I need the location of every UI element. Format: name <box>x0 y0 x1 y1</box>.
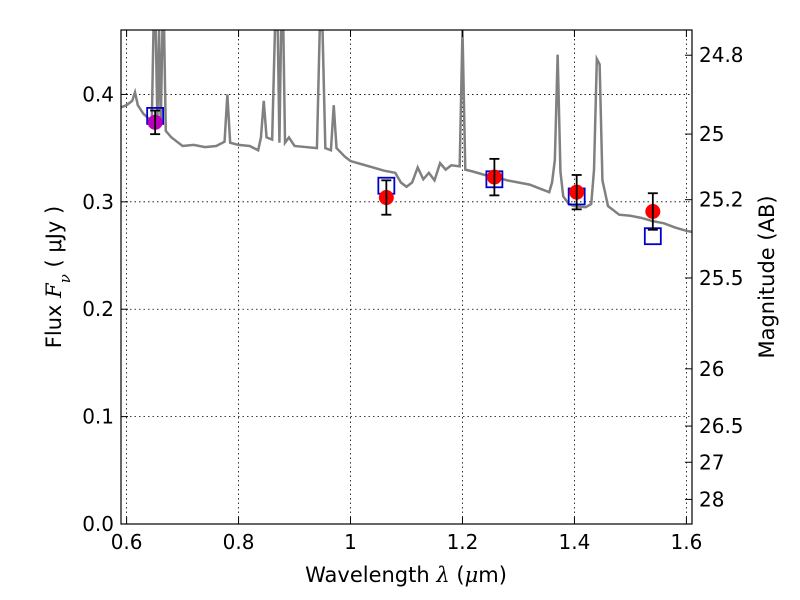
x-tick-label: 0.8 <box>223 530 255 554</box>
x-axis-label: Wavelength λ (μm) <box>305 563 507 587</box>
y2-tick-label: 25.5 <box>699 266 744 290</box>
y2-tick-label: 25.2 <box>699 188 744 212</box>
y-axis-label: Flux Fν ( μJy ) <box>42 206 74 348</box>
x-axis-ticks: 0.6 0.8 1 1.2 1.4 1.6 <box>111 30 702 554</box>
y-tick-label: 0.1 <box>82 405 114 429</box>
error-bars <box>150 109 658 231</box>
y2-tick-label: 26 <box>699 357 724 381</box>
plot-frame <box>120 29 693 525</box>
grid-lines <box>121 30 692 525</box>
y-tick-label: 0.3 <box>82 190 114 214</box>
x-tick-label: 0.6 <box>111 530 143 554</box>
y2-tick-label: 27 <box>699 450 724 474</box>
y2-axis-label: Magnitude (AB) <box>755 195 779 358</box>
y-tick-label: 0.0 <box>82 512 114 536</box>
y2-axis-ticks: 24.8 25 25.2 25.5 26 26.5 27 28 <box>685 43 744 511</box>
y2-tick-label: 28 <box>699 487 724 511</box>
y-tick-label: 0.4 <box>82 82 114 106</box>
x-tick-label: 1.2 <box>447 530 479 554</box>
y-tick-label: 0.2 <box>82 297 114 321</box>
y-axis-ticks: 0.0 0.1 0.2 0.3 0.4 <box>82 82 128 536</box>
y2-tick-label: 26.5 <box>699 414 744 438</box>
x-tick-label: 1.6 <box>670 530 702 554</box>
y2-tick-label: 24.8 <box>699 43 744 67</box>
x-tick-label: 1 <box>344 530 357 554</box>
x-tick-label: 1.4 <box>559 530 591 554</box>
y2-tick-label: 25 <box>699 122 724 146</box>
plot-area <box>121 30 692 246</box>
